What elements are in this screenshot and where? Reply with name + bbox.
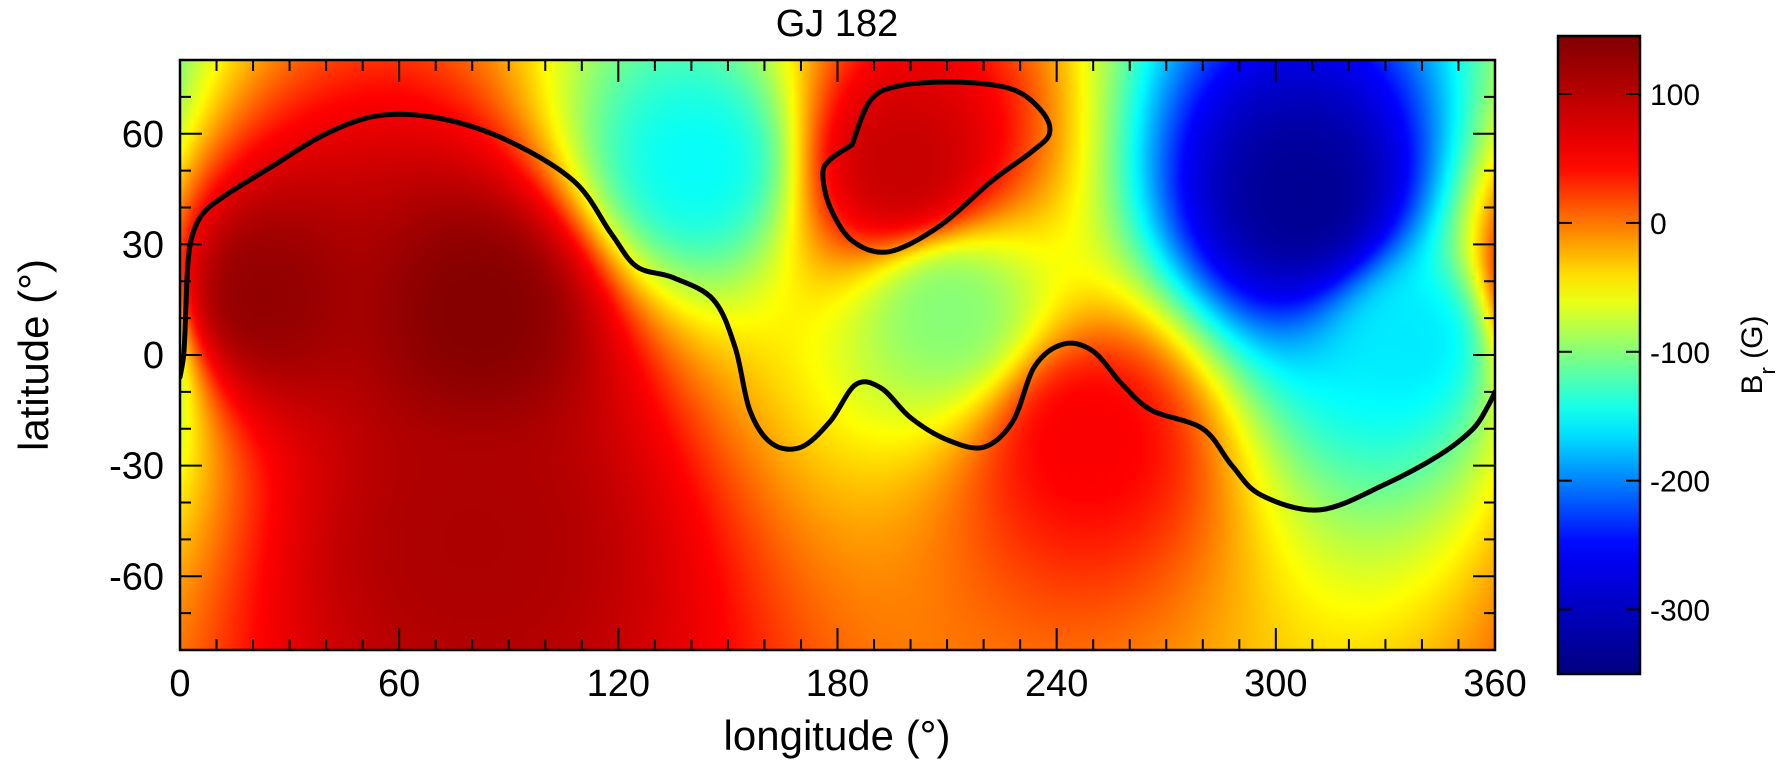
colorbar-tick-labels: -300 -200 -100 0 100 bbox=[1650, 79, 1710, 628]
colorbar-tick-label: 0 bbox=[1650, 208, 1667, 241]
colorbar-tick-label: -200 bbox=[1650, 466, 1710, 499]
colorbar-label-sub: r bbox=[1755, 367, 1780, 374]
x-tick-label: 120 bbox=[587, 663, 650, 705]
x-axis-label: longitude bbox=[724, 712, 894, 759]
plot-frame bbox=[178, 58, 1497, 652]
plot-area bbox=[178, 58, 1497, 652]
colorbar-frame bbox=[1556, 34, 1642, 676]
y-tick-label: -30 bbox=[109, 446, 164, 488]
x-tick-labels: 0 60 120 180 240 300 360 bbox=[169, 663, 1526, 705]
y-tick-label: -60 bbox=[109, 556, 164, 598]
colorbar-label-main: B bbox=[1736, 374, 1769, 394]
x-tick-label: 0 bbox=[169, 663, 190, 705]
main-neutral-line bbox=[180, 111, 1495, 513]
y-axis-label: latitude bbox=[10, 316, 57, 451]
x-tick-label: 360 bbox=[1463, 663, 1526, 705]
y-axis-unit: (°) bbox=[10, 259, 57, 304]
colorbar-label-unit: (G) bbox=[1736, 315, 1769, 358]
field-heatmap bbox=[180, 60, 1495, 650]
zero-contours bbox=[180, 79, 1495, 513]
colorbar-gradient bbox=[1558, 36, 1640, 674]
x-tick-label: 240 bbox=[1025, 663, 1088, 705]
y-tick-label: 60 bbox=[122, 114, 164, 156]
northern-positive-loop bbox=[820, 79, 1053, 255]
colorbar-tick-label: -100 bbox=[1650, 337, 1710, 370]
y-tick-labels: -60 -30 0 30 60 bbox=[109, 114, 164, 599]
x-tick-label: 180 bbox=[806, 663, 869, 705]
colorbar-title: Br (G) bbox=[1736, 315, 1780, 394]
x-axis-unit: (°) bbox=[906, 712, 951, 759]
chart-title: GJ 182 bbox=[776, 3, 899, 45]
colorbar-tick-label: -300 bbox=[1650, 595, 1710, 628]
colorbar-ticks bbox=[1558, 93, 1640, 611]
y-tick-label: 0 bbox=[143, 335, 164, 377]
colorbar-tick-label: 100 bbox=[1650, 79, 1700, 112]
y-tick-label: 30 bbox=[122, 224, 164, 266]
y-axis-title: latitude (°) bbox=[10, 259, 57, 451]
x-axis-title: longitude (°) bbox=[724, 712, 951, 759]
colorbar: -300 -200 -100 0 100 Br (G) bbox=[1556, 34, 1780, 676]
x-tick-label: 60 bbox=[378, 663, 420, 705]
x-tick-label: 300 bbox=[1244, 663, 1307, 705]
